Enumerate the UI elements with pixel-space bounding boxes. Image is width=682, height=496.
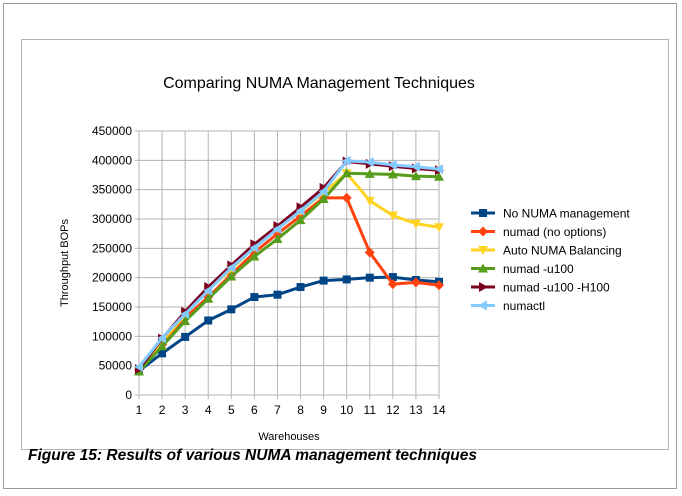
y-tick-label: 300000: [92, 212, 132, 226]
legend-label-3: numad -u100: [503, 262, 574, 276]
chart-svg: Comparing NUMA Management Techniques 0 500…: [59, 75, 630, 443]
data-point: [341, 192, 352, 203]
data-point: [410, 161, 420, 172]
data-point: [364, 157, 374, 168]
chart-area: Comparing NUMA Management Techniques 0 500…: [21, 39, 669, 450]
x-tick-label: 9: [320, 403, 327, 417]
data-point: [342, 275, 351, 284]
data-point: [273, 290, 282, 299]
x-tick-label: 11: [364, 403, 377, 417]
data-point: [226, 271, 237, 281]
figure-frame: Comparing NUMA Management Techniques 0 500…: [3, 3, 677, 489]
y-tick-label: 50000: [99, 359, 133, 373]
data-point: [434, 171, 444, 181]
data-point: [226, 262, 236, 273]
data-point: [180, 309, 190, 320]
data-point: [387, 279, 398, 290]
legend-label-0: No NUMA management: [503, 207, 630, 221]
data-point: [181, 332, 190, 341]
data-point: [341, 168, 352, 178]
data-point: [365, 273, 374, 282]
data-point: [434, 164, 443, 175]
data-point: [387, 169, 398, 179]
data-point: [157, 333, 167, 344]
x-tick-label: 10: [340, 403, 354, 417]
plot-border: [138, 130, 440, 396]
series-line-3: [137, 171, 440, 373]
legend-label-4: numad -u100 -H100: [503, 281, 610, 295]
data-point: [388, 273, 397, 282]
y-tick-label: 350000: [92, 183, 132, 197]
y-tick-label: 0: [125, 388, 132, 402]
y-tick-label: 150000: [92, 300, 132, 314]
x-tick-label: 3: [182, 403, 189, 417]
x-axis-label: Warehouses: [258, 431, 320, 443]
data-point: [434, 223, 444, 233]
legend-marker-0: [479, 209, 487, 217]
data-point: [203, 285, 213, 296]
y-tick-label: 250000: [92, 241, 132, 255]
legend-marker-4: [479, 282, 488, 292]
x-tick-label: 5: [228, 403, 235, 417]
y-axis-label: Throughput BOPs: [59, 218, 71, 307]
legend-marker-3: [478, 263, 488, 273]
x-tick-label: 12: [386, 403, 400, 417]
y-tick-label: 200000: [92, 271, 132, 285]
data-point: [296, 283, 305, 292]
data-point: [387, 160, 397, 171]
y-tick-label: 400000: [92, 153, 132, 167]
data-point: [158, 349, 167, 358]
legend-label-1: numad (no options): [503, 225, 606, 239]
data-point: [319, 276, 328, 285]
x-tick-label: 13: [409, 403, 423, 417]
data-point: [364, 168, 375, 178]
x-tick-label: 2: [159, 403, 166, 417]
data-point: [249, 242, 259, 253]
legend-marker-2: [478, 246, 488, 255]
data-point: [295, 215, 306, 225]
data-point: [227, 305, 236, 314]
data-point: [410, 171, 421, 181]
x-tick-label: 4: [205, 403, 212, 417]
legend-label-2: Auto NUMA Balancing: [503, 244, 622, 258]
data-point: [364, 247, 375, 258]
data-point: [318, 194, 329, 204]
data-point: [204, 316, 213, 325]
data-point: [295, 205, 305, 216]
data-point: [318, 186, 328, 197]
data-point: [341, 155, 351, 166]
x-tick-label: 14: [432, 403, 446, 417]
data-point: [364, 196, 375, 206]
figure-caption: Figure 15: Results of various NUMA manag…: [28, 447, 478, 464]
y-tick-label: 100000: [92, 329, 132, 343]
data-point: [410, 219, 421, 229]
x-tick-label: 6: [251, 403, 258, 417]
data-point: [134, 361, 143, 372]
legend-marker-5: [478, 300, 487, 311]
data-point: [434, 280, 444, 291]
x-tick-label: 8: [297, 403, 304, 417]
y-tick-label: 450000: [92, 124, 132, 138]
data-point: [203, 293, 214, 303]
x-tick-label: 7: [274, 403, 281, 417]
x-tick-label: 1: [136, 403, 143, 417]
data-point: [272, 233, 283, 243]
data-point: [157, 341, 168, 351]
data-point: [272, 223, 282, 234]
data-point: [410, 277, 421, 288]
data-point: [180, 316, 191, 326]
chart-title: Comparing NUMA Management Techniques: [163, 75, 475, 92]
data-point: [387, 211, 398, 221]
legend-marker-1: [478, 226, 488, 237]
data-point: [249, 251, 260, 261]
data-point: [250, 293, 259, 302]
legend-label-5: numactl: [503, 299, 545, 313]
